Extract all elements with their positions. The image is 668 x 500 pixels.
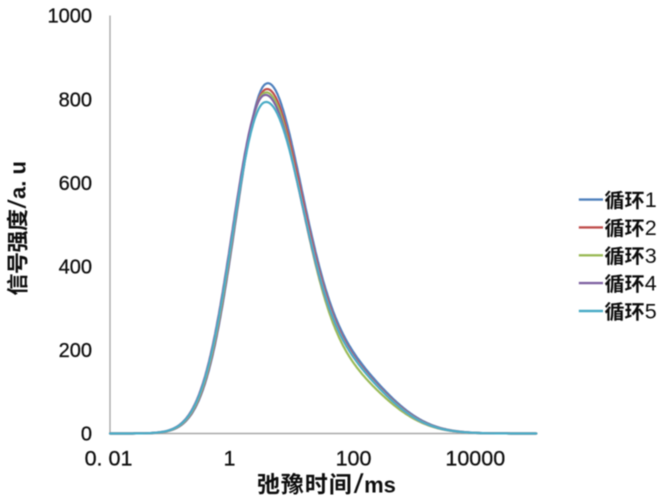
svg-text:ms: ms (364, 473, 396, 498)
svg-text:1000: 1000 (48, 6, 93, 28)
svg-text:100: 100 (336, 447, 372, 471)
svg-text:200: 200 (59, 340, 92, 362)
svg-text:1: 1 (645, 188, 657, 212)
svg-text:0. 01: 0. 01 (85, 447, 133, 471)
svg-text:2: 2 (645, 216, 657, 240)
svg-text:400: 400 (59, 256, 92, 278)
svg-text:4: 4 (645, 272, 657, 296)
svg-text:600: 600 (59, 173, 92, 195)
svg-text:10000: 10000 (445, 447, 505, 471)
svg-text:800: 800 (59, 89, 92, 111)
svg-text:a. u: a. u (6, 161, 31, 199)
svg-text:5: 5 (645, 300, 657, 324)
svg-text:3: 3 (645, 244, 657, 268)
svg-text:1: 1 (224, 447, 236, 471)
svg-text:0: 0 (81, 424, 92, 446)
